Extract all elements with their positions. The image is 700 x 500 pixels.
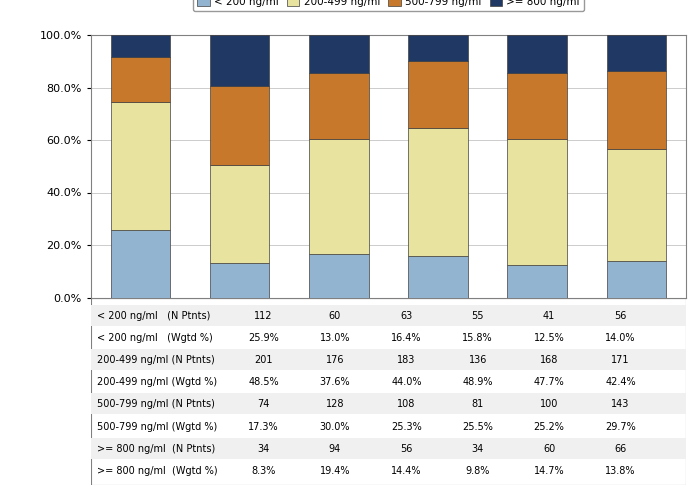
Text: < 200 ng/ml   (Wgtd %): < 200 ng/ml (Wgtd %) — [97, 334, 213, 344]
Bar — [210, 264, 270, 298]
Text: 34: 34 — [472, 444, 484, 454]
Text: 25.5%: 25.5% — [462, 422, 493, 432]
Text: 183: 183 — [397, 356, 416, 366]
Text: 25.9%: 25.9% — [248, 334, 279, 344]
Text: 13.8%: 13.8% — [606, 466, 636, 475]
Text: 168: 168 — [540, 356, 559, 366]
Text: 8.3%: 8.3% — [251, 466, 276, 475]
Bar — [408, 60, 468, 128]
Bar — [408, 256, 468, 298]
Text: >= 800 ng/ml  (Wgtd %): >= 800 ng/ml (Wgtd %) — [97, 466, 218, 475]
Bar — [607, 150, 666, 261]
Text: 74: 74 — [258, 400, 270, 409]
Text: 55: 55 — [472, 311, 484, 322]
Bar — [309, 34, 369, 72]
Text: 19.4%: 19.4% — [320, 466, 350, 475]
Text: >= 800 ng/ml  (N Ptnts): >= 800 ng/ml (N Ptnts) — [97, 444, 215, 454]
Text: 100: 100 — [540, 400, 559, 409]
Text: 56: 56 — [615, 311, 626, 322]
Text: 112: 112 — [254, 311, 273, 322]
Bar — [408, 128, 468, 256]
Text: 42.4%: 42.4% — [606, 378, 636, 388]
Bar — [210, 86, 270, 164]
FancyBboxPatch shape — [91, 305, 686, 326]
Text: 143: 143 — [611, 400, 630, 409]
Legend: < 200 ng/ml, 200-499 ng/ml, 500-799 ng/ml, >= 800 ng/ml: < 200 ng/ml, 200-499 ng/ml, 500-799 ng/m… — [193, 0, 584, 12]
Bar — [607, 36, 666, 72]
Text: 171: 171 — [611, 356, 630, 366]
Bar — [210, 35, 270, 86]
FancyBboxPatch shape — [91, 394, 686, 414]
Text: 48.9%: 48.9% — [463, 378, 493, 388]
Bar — [111, 102, 170, 230]
Bar — [508, 140, 567, 264]
Text: 41: 41 — [543, 311, 555, 322]
Bar — [607, 261, 666, 298]
Text: 9.8%: 9.8% — [466, 466, 490, 475]
Bar — [309, 72, 369, 139]
Text: 25.3%: 25.3% — [391, 422, 421, 432]
Text: 12.5%: 12.5% — [534, 334, 564, 344]
Text: 25.2%: 25.2% — [533, 422, 565, 432]
Text: 56: 56 — [400, 444, 412, 454]
Text: 94: 94 — [329, 444, 341, 454]
Text: 63: 63 — [400, 311, 412, 322]
Text: 81: 81 — [472, 400, 484, 409]
Bar — [111, 57, 170, 102]
Text: 30.0%: 30.0% — [320, 422, 350, 432]
Text: 136: 136 — [468, 356, 487, 366]
FancyBboxPatch shape — [91, 350, 686, 370]
Text: 13.0%: 13.0% — [320, 334, 350, 344]
Text: 17.3%: 17.3% — [248, 422, 279, 432]
Text: 176: 176 — [326, 356, 344, 366]
Text: 14.4%: 14.4% — [391, 466, 421, 475]
Text: 200-499 ng/ml (N Ptnts): 200-499 ng/ml (N Ptnts) — [97, 356, 215, 366]
Text: 15.8%: 15.8% — [463, 334, 493, 344]
Text: 108: 108 — [397, 400, 416, 409]
Bar — [111, 35, 170, 57]
Text: 200-499 ng/ml (Wgtd %): 200-499 ng/ml (Wgtd %) — [97, 378, 217, 388]
Text: 66: 66 — [615, 444, 626, 454]
Text: 60: 60 — [329, 311, 341, 322]
Text: 37.6%: 37.6% — [320, 378, 350, 388]
Bar — [309, 139, 369, 254]
Bar — [111, 230, 170, 298]
Text: 16.4%: 16.4% — [391, 334, 421, 344]
Text: 500-799 ng/ml (Wgtd %): 500-799 ng/ml (Wgtd %) — [97, 422, 217, 432]
Text: 47.7%: 47.7% — [534, 378, 564, 388]
Text: 34: 34 — [258, 444, 270, 454]
Bar — [607, 72, 666, 150]
Text: < 200 ng/ml   (N Ptnts): < 200 ng/ml (N Ptnts) — [97, 311, 210, 322]
Text: 44.0%: 44.0% — [391, 378, 421, 388]
Bar — [508, 74, 567, 140]
FancyBboxPatch shape — [91, 438, 686, 458]
Bar — [508, 34, 567, 74]
Text: 128: 128 — [326, 400, 344, 409]
Bar — [210, 164, 270, 264]
Text: 29.7%: 29.7% — [606, 422, 636, 432]
Bar — [508, 264, 567, 298]
Text: 500-799 ng/ml (N Ptnts): 500-799 ng/ml (N Ptnts) — [97, 400, 215, 409]
Bar — [309, 254, 369, 298]
Text: 14.0%: 14.0% — [606, 334, 636, 344]
Bar — [408, 35, 468, 60]
Text: 201: 201 — [254, 356, 273, 366]
Text: 60: 60 — [543, 444, 555, 454]
Text: 14.7%: 14.7% — [534, 466, 564, 475]
Text: 48.5%: 48.5% — [248, 378, 279, 388]
